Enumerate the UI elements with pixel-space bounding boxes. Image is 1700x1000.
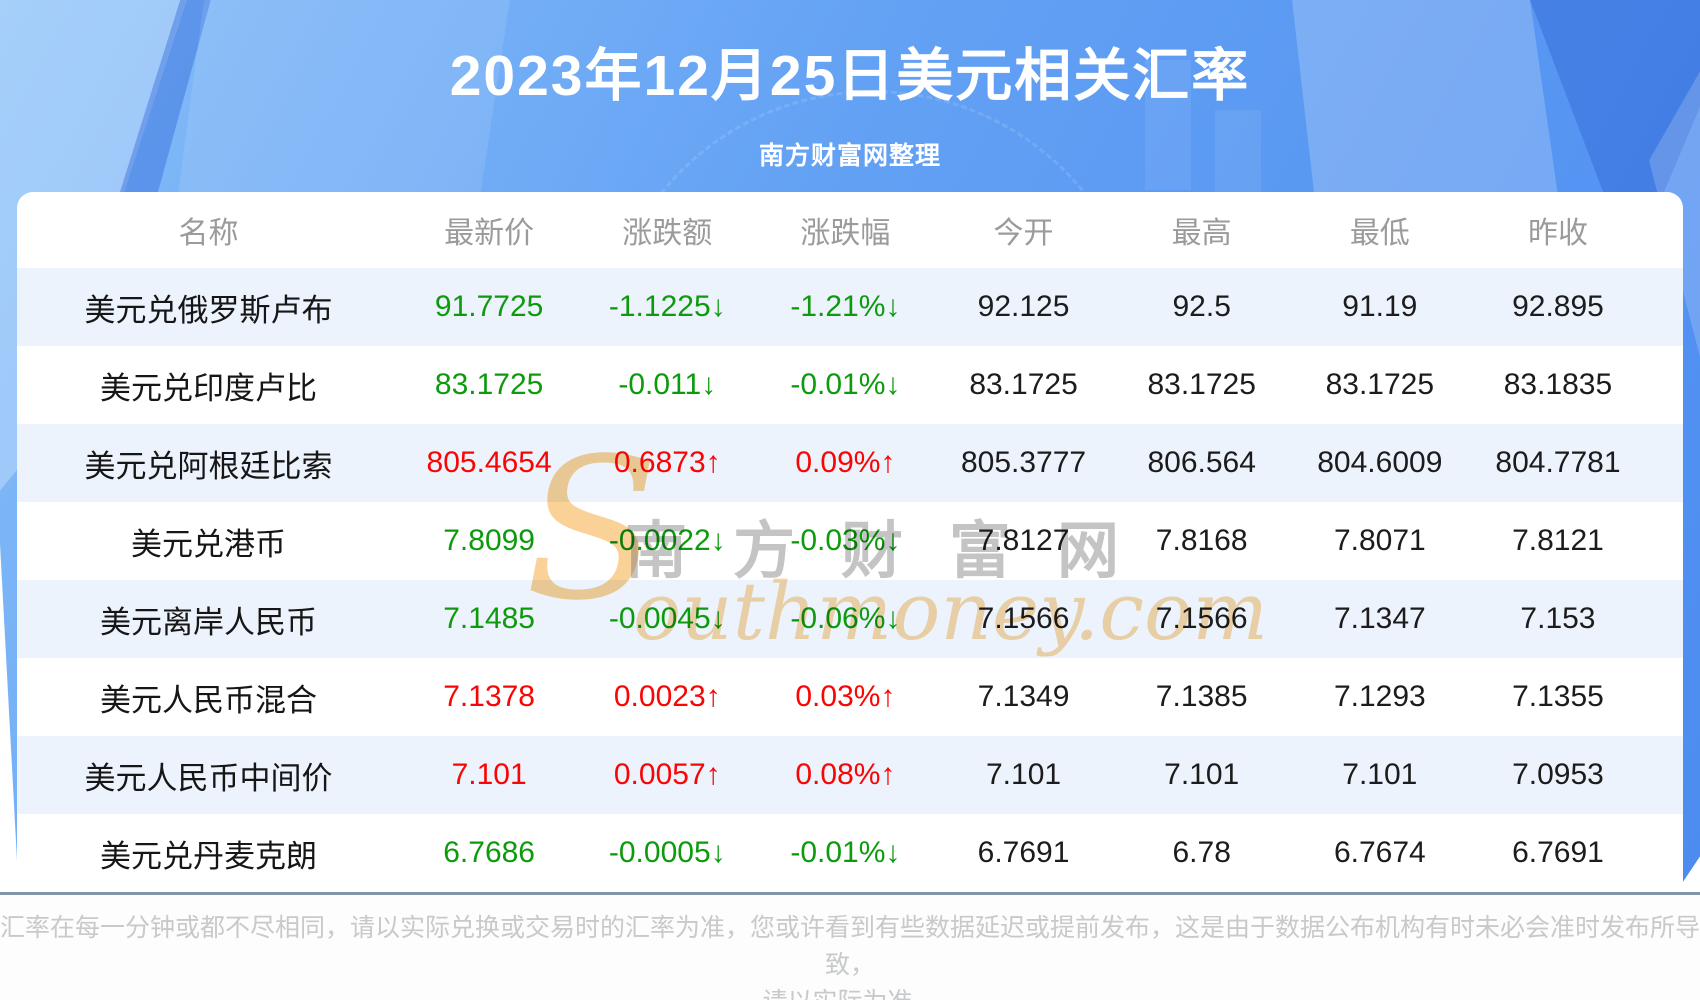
low-price: 804.6009	[1317, 446, 1443, 479]
decorative-candle-bar	[1215, 110, 1261, 200]
prev-close-price: 7.8121	[1512, 524, 1604, 557]
open-price: 92.125	[977, 290, 1070, 323]
open-price: 7.1566	[977, 602, 1070, 635]
open-price: 83.1725	[969, 368, 1078, 401]
prev-close-price: 7.1355	[1512, 680, 1604, 713]
table-row: 美元人民币混合 7.1378 0.0023↑ 0.03%↑ 7.1349 7.1…	[17, 658, 1683, 736]
table-row: 美元离岸人民币 7.1485 -0.0045↓ -0.06%↓ 7.1566 7…	[17, 580, 1683, 658]
low-price: 7.8071	[1333, 524, 1426, 557]
high-price: 806.564	[1147, 446, 1256, 479]
rates-table: 名称 最新价 涨跌额 涨跌幅 今开 最高 最低 昨收 美元兑俄罗斯卢布 91.7…	[17, 192, 1683, 892]
prev-close-price: 83.1835	[1503, 368, 1613, 401]
column-header-low: 最低	[1349, 217, 1410, 250]
high-price: 7.101	[1164, 758, 1240, 791]
prev-close-price: 7.0953	[1512, 758, 1604, 791]
currency-pair-name: 美元兑阿根廷比索	[84, 448, 333, 484]
high-price: 83.1725	[1147, 368, 1256, 401]
table-header-row: 名称 最新价 涨跌额 涨跌幅 今开 最高 最低 昨收	[17, 192, 1683, 268]
latest-price: 91.7725	[434, 290, 544, 323]
open-price: 7.1349	[977, 680, 1070, 713]
change-amount: 0.0023↑	[613, 680, 721, 713]
latest-price: 7.8099	[443, 524, 535, 557]
change-percent: -0.03%↓	[790, 524, 901, 557]
currency-pair-name: 美元离岸人民币	[100, 604, 318, 640]
low-price: 83.1725	[1325, 368, 1435, 401]
change-amount: -0.0022↓	[608, 524, 726, 557]
currency-pair-name: 美元兑港币	[131, 526, 287, 562]
change-percent: -0.06%↓	[790, 602, 901, 635]
column-header-prev-close: 昨收	[1527, 217, 1588, 250]
change-amount: -1.1225↓	[608, 290, 726, 323]
currency-pair-name: 美元兑丹麦克朗	[100, 838, 318, 874]
open-price: 6.7691	[977, 836, 1070, 869]
table-row: 美元兑丹麦克朗 6.7686 -0.0005↓ -0.01%↓ 6.7691 6…	[17, 814, 1683, 892]
high-price: 7.1385	[1155, 680, 1248, 713]
latest-price: 7.1485	[443, 602, 535, 635]
change-percent: 0.03%↑	[795, 680, 896, 713]
high-price: 7.8168	[1155, 524, 1248, 557]
open-price: 7.101	[986, 758, 1062, 791]
table-row: 美元兑阿根廷比索 805.4654 0.6873↑ 0.09%↑ 805.377…	[17, 424, 1683, 502]
latest-price: 83.1725	[434, 368, 544, 401]
change-amount: 0.0057↑	[613, 758, 721, 791]
high-price: 7.1566	[1155, 602, 1248, 635]
table-row: 美元兑港币 7.8099 -0.0022↓ -0.03%↓ 7.8127 7.8…	[17, 502, 1683, 580]
change-percent: -0.01%↓	[790, 836, 901, 869]
column-header-percent: 涨跌幅	[800, 217, 891, 250]
currency-pair-name: 美元人民币中间价	[84, 760, 333, 796]
prev-close-price: 804.7781	[1495, 446, 1621, 479]
high-price: 6.78	[1172, 836, 1231, 869]
open-price: 7.8127	[977, 524, 1070, 557]
change-amount: -0.0005↓	[608, 836, 726, 869]
high-price: 92.5	[1172, 290, 1231, 323]
column-header-name: 名称	[178, 217, 239, 250]
footer-divider	[0, 892, 1700, 895]
column-header-open: 今开	[993, 217, 1054, 250]
disclaimer-line-1: 汇率在每一分钟或都不尽相同，请以实际兑换或交易时的汇率为准，您或许看到有些数据延…	[0, 914, 1700, 979]
low-price: 7.101	[1342, 758, 1418, 791]
disclaimer-line-2: 请以实际为准。	[0, 984, 1700, 1000]
currency-pair-name: 美元人民币混合	[100, 682, 318, 718]
change-percent: -0.01%↓	[790, 368, 901, 401]
change-amount: 0.6873↑	[613, 446, 721, 479]
low-price: 91.19	[1342, 290, 1418, 323]
latest-price: 805.4654	[426, 446, 552, 479]
prev-close-price: 7.153	[1520, 602, 1596, 635]
change-percent: 0.08%↑	[795, 758, 896, 791]
low-price: 6.7674	[1333, 836, 1426, 869]
column-header-high: 最高	[1171, 217, 1232, 250]
page-title: 2023年12月25日美元相关汇率	[449, 44, 1251, 108]
change-amount: -0.0045↓	[608, 602, 726, 635]
currency-pair-name: 美元兑印度卢比	[100, 370, 318, 406]
prev-close-price: 92.895	[1512, 290, 1604, 323]
table-body: 美元兑俄罗斯卢布 91.7725 -1.1225↓ -1.21%↓ 92.125…	[17, 268, 1683, 892]
prev-close-price: 6.7691	[1512, 836, 1604, 869]
latest-price: 7.1378	[443, 680, 535, 713]
open-price: 805.3777	[960, 446, 1087, 479]
latest-price: 6.7686	[443, 836, 535, 869]
column-header-latest: 最新价	[444, 217, 535, 250]
disclaimer: 汇率在每一分钟或都不尽相同，请以实际兑换或交易时的汇率为准，您或许看到有些数据延…	[0, 895, 1700, 1000]
low-price: 7.1293	[1333, 680, 1426, 713]
table-row: 美元兑印度卢比 83.1725 -0.011↓ -0.01%↓ 83.1725 …	[17, 346, 1683, 424]
currency-pair-name: 美元兑俄罗斯卢布	[84, 292, 333, 328]
low-price: 7.1347	[1333, 602, 1426, 635]
page-header: 2023年12月25日美元相关汇率 南方财富网整理	[0, 0, 1700, 172]
table-row: 美元兑俄罗斯卢布 91.7725 -1.1225↓ -1.21%↓ 92.125…	[17, 268, 1683, 346]
change-percent: 0.09%↑	[795, 446, 896, 479]
column-header-change: 涨跌额	[622, 217, 713, 250]
page-subtitle: 南方财富网整理	[758, 142, 941, 170]
decorative-candle-bar	[1145, 60, 1191, 190]
latest-price: 7.101	[451, 758, 527, 791]
change-amount: -0.011↓	[618, 368, 717, 401]
table-row: 美元人民币中间价 7.101 0.0057↑ 0.08%↑ 7.101 7.10…	[17, 736, 1683, 814]
change-percent: -1.21%↓	[790, 290, 901, 323]
